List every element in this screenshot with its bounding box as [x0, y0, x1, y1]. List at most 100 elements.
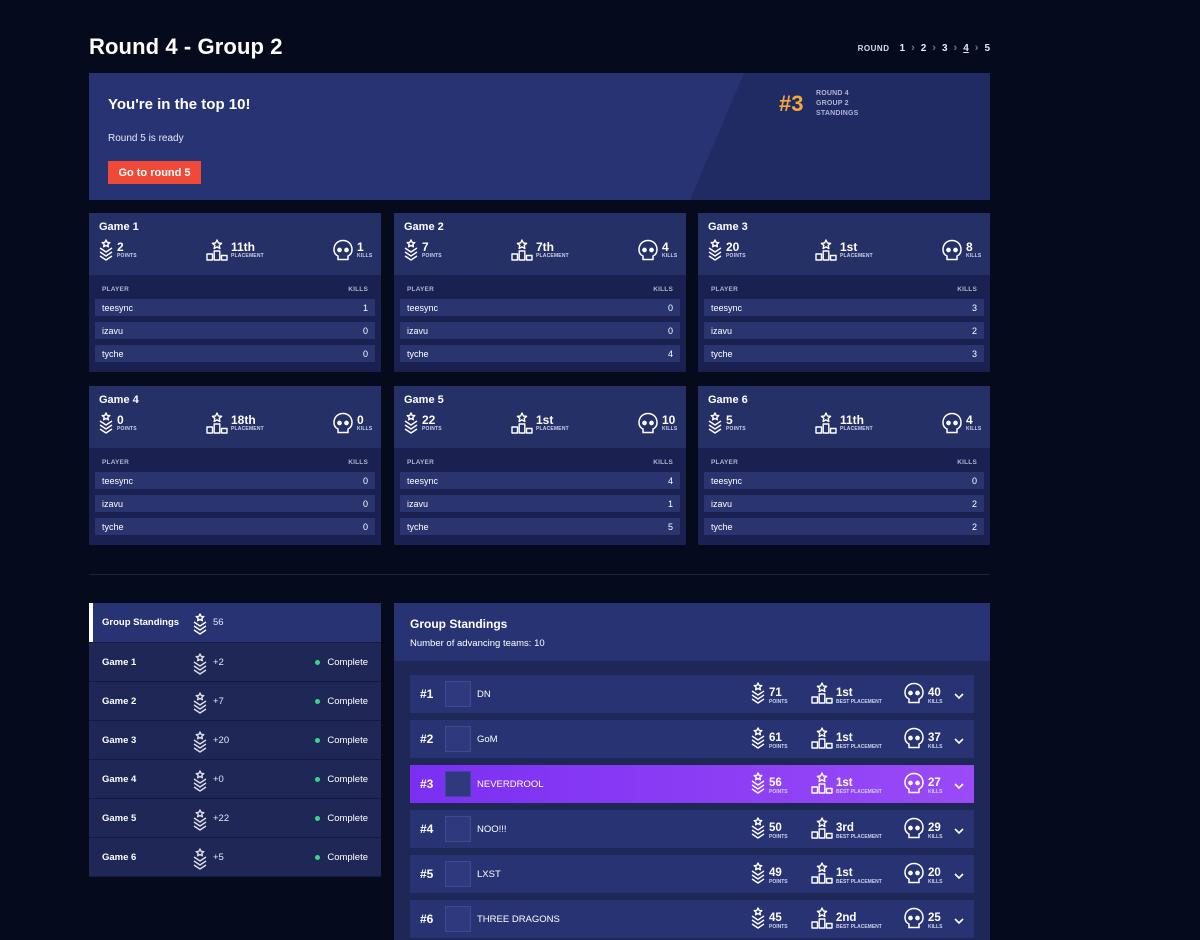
player-row: teesync 3: [704, 299, 984, 316]
team-row[interactable]: #5 LXST 49 POINTS 1st BEST PLACEMENT 20 KILLS: [410, 855, 974, 893]
round-link-2[interactable]: 2: [920, 42, 927, 54]
go-to-round-button[interactable]: Go to round 5: [108, 161, 201, 184]
sidebar-item-game[interactable]: Game 1 +2 Complete: [89, 643, 381, 682]
game-kills-label: KILLS: [662, 253, 678, 259]
sidebar-item-game[interactable]: Game 5 +22 Complete: [89, 799, 381, 838]
sidebar-item-game[interactable]: Game 2 +7 Complete: [89, 682, 381, 721]
team-points-value: 50: [769, 821, 782, 834]
team-kills-value: 20: [928, 866, 941, 879]
chevron-down-icon[interactable]: [954, 867, 964, 885]
kills-icon: [903, 682, 925, 709]
sidebar-item-label: Game 3: [102, 734, 137, 746]
group-standings-panel: Group Standings Number of advancing team…: [394, 603, 990, 940]
points-icon: [192, 613, 208, 638]
chevron-right-icon: ›: [911, 42, 915, 54]
team-points-label: POINTS: [769, 788, 788, 795]
status-dot-icon: [315, 815, 321, 821]
game-points-value: 20: [726, 240, 740, 254]
sidebar-item-game[interactable]: Game 3 +20 Complete: [89, 721, 381, 760]
team-row[interactable]: #4 NOO!!! 50 POINTS 3rd BEST PLACEMENT 29 KILLS: [410, 810, 974, 848]
points-icon: [192, 809, 208, 834]
status-dot-icon: [315, 776, 321, 782]
player-kills: 2: [971, 325, 977, 336]
placement-icon: [811, 817, 833, 844]
team-best-placement-value: 3rd: [836, 821, 854, 834]
team-kills-value: 40: [928, 686, 941, 699]
chevron-down-icon[interactable]: [954, 732, 964, 750]
team-row[interactable]: #3 NEVERDROOL 56 POINTS 1st BEST PLACEMENT 27 K…: [410, 765, 974, 803]
game-points-label: POINTS: [117, 426, 137, 432]
team-kills-text: 27 KILLS: [928, 777, 942, 795]
player-column-header: PLAYER: [102, 286, 129, 293]
team-kills-label: KILLS: [928, 698, 943, 705]
game-kills-text: 0 KILLS: [357, 414, 372, 432]
game-kills-value: 8: [966, 240, 973, 254]
game-placement-label: PLACEMENT: [536, 253, 569, 259]
sidebar-item-group-standings[interactable]: Group Standings 56: [89, 603, 381, 643]
round-link-5[interactable]: 5: [984, 42, 990, 54]
team-best-placement: 1st BEST PLACEMENT: [811, 682, 882, 709]
round-link-1[interactable]: 1: [899, 42, 906, 54]
player-kills: 0: [362, 325, 368, 336]
page-title: Round 4 - Group 2: [89, 34, 283, 59]
game-points-value: 5: [726, 413, 733, 427]
team-kills: 20 KILLS: [903, 862, 942, 889]
game-kills-label: KILLS: [357, 253, 373, 259]
standing-rank-label: ROUND 4 GROUP 2 STANDINGS: [816, 89, 859, 119]
team-name: NOO!!!: [477, 823, 507, 835]
chevron-right-icon: ›: [953, 42, 958, 54]
status-indicator: Complete: [315, 696, 368, 707]
team-best-placement-value: 2nd: [836, 911, 857, 924]
chevron-down-icon[interactable]: [954, 777, 964, 795]
player-row: tyche 0: [95, 345, 375, 362]
team-points-text: 71 POINTS: [769, 687, 788, 705]
game-kills-label: KILLS: [966, 253, 982, 259]
kills-icon: [903, 907, 925, 934]
chevron-down-icon[interactable]: [954, 687, 964, 705]
points-icon: [750, 817, 766, 844]
game-kills: 4 KILLS: [941, 412, 981, 434]
player-column-header: PLAYER: [711, 286, 738, 293]
player-name: izavu: [102, 325, 124, 336]
team-name: LXST: [477, 868, 501, 880]
team-row[interactable]: #2 GoM 61 POINTS 1st BEST PLACEMENT 37 KILLS: [410, 720, 974, 758]
sidebar-item-game[interactable]: Game 6 +5 Complete: [89, 838, 381, 877]
game-placement-label: PLACEMENT: [840, 253, 873, 259]
team-name: DN: [477, 688, 491, 700]
player-kills: 0: [362, 521, 368, 532]
game-kills: 10 KILLS: [637, 412, 677, 434]
kills-column-header: KILLS: [348, 286, 368, 293]
player-row: tyche 4: [400, 345, 680, 362]
points-icon: [707, 412, 723, 434]
team-kills-label: KILLS: [928, 923, 943, 930]
chevron-down-icon[interactable]: [954, 912, 964, 930]
team-kills-text: 29 KILLS: [928, 822, 942, 840]
team-row[interactable]: #1 DN 71 POINTS 1st BEST PLACEMENT 40 KILLS: [410, 675, 974, 713]
sidebar-item-label: Game 2: [102, 695, 137, 707]
status-dot-icon: [315, 737, 321, 743]
player-row: teesync 0: [704, 472, 984, 489]
points-icon: [750, 907, 766, 934]
team-points-label: POINTS: [769, 743, 788, 750]
game-placement-label: PLACEMENT: [231, 426, 264, 432]
round-link-3[interactable]: 3: [941, 42, 948, 54]
sidebar-item-game[interactable]: Game 4 +0 Complete: [89, 760, 381, 799]
game-placement-text: 7th PLACEMENT: [536, 241, 569, 259]
team-row[interactable]: #6 THREE DRAGONS 45 POINTS 2nd BEST PLACEMENT…: [410, 900, 974, 938]
chevron-down-icon[interactable]: [954, 822, 964, 840]
kills-icon: [332, 412, 354, 434]
round-link-4[interactable]: 4: [963, 42, 969, 54]
game-kills-text: 10 KILLS: [662, 414, 677, 432]
team-rank: #1: [420, 687, 434, 701]
kills-column-header: KILLS: [957, 459, 977, 466]
game-placement-value: 18th: [231, 413, 256, 427]
game-points-value: 7: [422, 240, 429, 254]
placement-icon: [511, 412, 533, 434]
team-points: 50 POINTS: [750, 817, 788, 844]
team-best-placement-value: 1st: [836, 686, 853, 699]
sidebar-item-label: Game 6: [102, 851, 137, 863]
team-best-placement-label: BEST PLACEMENT: [836, 743, 882, 750]
kills-column-header: KILLS: [653, 459, 673, 466]
points-icon: [192, 731, 208, 756]
team-points-text: 56 POINTS: [769, 777, 788, 795]
